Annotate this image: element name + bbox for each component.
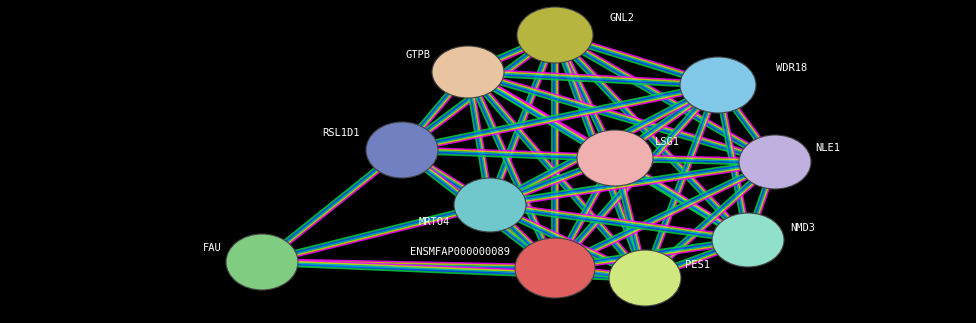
Text: LSG1: LSG1: [655, 137, 680, 147]
Text: PES1: PES1: [685, 260, 710, 270]
Text: RSL1D1: RSL1D1: [322, 128, 360, 138]
Text: NLE1: NLE1: [815, 143, 840, 153]
Ellipse shape: [226, 234, 298, 290]
Ellipse shape: [680, 57, 756, 113]
Ellipse shape: [517, 7, 593, 63]
Ellipse shape: [454, 178, 526, 232]
Text: ENSMFAP000000089: ENSMFAP000000089: [410, 247, 510, 257]
Ellipse shape: [739, 135, 811, 189]
Ellipse shape: [712, 213, 784, 267]
Ellipse shape: [515, 238, 595, 298]
Text: WDR18: WDR18: [776, 63, 807, 73]
Text: GNL2: GNL2: [610, 13, 635, 23]
Text: FAU: FAU: [203, 243, 222, 253]
Text: NMD3: NMD3: [790, 223, 815, 233]
Ellipse shape: [366, 122, 438, 178]
Text: GTPB: GTPB: [405, 50, 430, 60]
Ellipse shape: [577, 130, 653, 186]
Text: MRTO4: MRTO4: [419, 217, 450, 227]
Ellipse shape: [432, 46, 504, 98]
Ellipse shape: [609, 250, 681, 306]
